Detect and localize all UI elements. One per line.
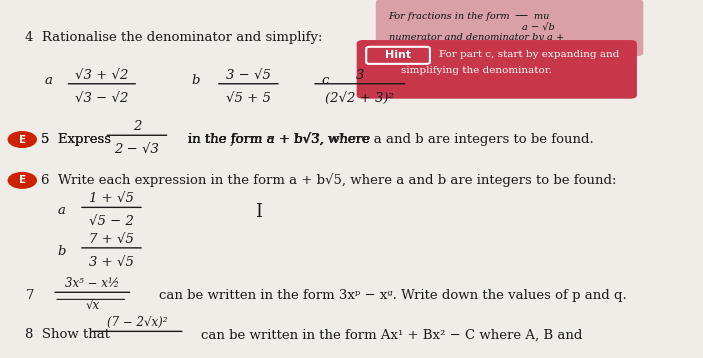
Text: 3 + √5: 3 + √5 <box>89 256 134 269</box>
Circle shape <box>8 132 37 147</box>
Text: 6  Write each expression in the form a + b√5, where a and b are integers to be f: 6 Write each expression in the form a + … <box>41 174 617 187</box>
Text: (2√2 + 3)²: (2√2 + 3)² <box>325 92 394 105</box>
Text: can be written in the form 3xᵖ − xᵍ. Write down the values of p and q.: can be written in the form 3xᵖ − xᵍ. Wri… <box>159 289 627 303</box>
Text: I: I <box>254 203 262 221</box>
Text: √5 − 2: √5 − 2 <box>89 215 134 228</box>
Text: a − √b: a − √b <box>522 22 555 31</box>
Text: simplifying the denominator.: simplifying the denominator. <box>401 66 552 75</box>
Text: 3 − √5: 3 − √5 <box>226 69 271 82</box>
Text: √x: √x <box>85 300 99 313</box>
Text: E: E <box>19 175 26 185</box>
Text: numerator and denominator by a +: numerator and denominator by a + <box>389 33 564 42</box>
Text: √3 − √2: √3 − √2 <box>75 92 129 105</box>
FancyBboxPatch shape <box>366 47 430 64</box>
Text: 1 + √5: 1 + √5 <box>89 192 134 205</box>
Text: a: a <box>58 204 65 217</box>
FancyBboxPatch shape <box>356 40 637 99</box>
Text: 8  Show that: 8 Show that <box>25 328 110 342</box>
Text: 2: 2 <box>133 120 141 133</box>
Text: (7 − 2√x)²: (7 − 2√x)² <box>107 316 167 329</box>
Text: 4  Rationalise the denominator and simplify:: 4 Rationalise the denominator and simpli… <box>25 31 323 44</box>
Text: in the form a + b√3, where: in the form a + b√3, where <box>188 133 370 146</box>
Text: 5  Express: 5 Express <box>41 133 111 146</box>
Text: a: a <box>44 74 53 87</box>
Text: can be written in the form Ax¹ + Bx² − C where A, B and: can be written in the form Ax¹ + Bx² − C… <box>200 328 582 342</box>
Text: c: c <box>322 74 329 87</box>
Text: √3 + √2: √3 + √2 <box>75 69 129 82</box>
FancyBboxPatch shape <box>376 0 643 56</box>
Text: 5  Express: 5 Express <box>41 133 111 146</box>
Circle shape <box>8 173 37 188</box>
Text: For fractions in the form  ──  mu: For fractions in the form ── mu <box>389 12 550 21</box>
Text: b: b <box>191 74 200 87</box>
Text: 2 − √3: 2 − √3 <box>115 143 160 156</box>
Text: Hint: Hint <box>385 50 411 61</box>
Text: For part c, start by expanding and: For part c, start by expanding and <box>439 50 620 59</box>
Text: in the form a + b√3, where: in the form a + b√3, where <box>188 133 369 146</box>
Text: 7 + √5: 7 + √5 <box>89 233 134 246</box>
Text: 3: 3 <box>356 69 364 82</box>
Text: 3x⁵ − x½: 3x⁵ − x½ <box>65 277 120 290</box>
Text: b: b <box>58 245 66 258</box>
Text: E: E <box>19 135 26 145</box>
Text: √5 + 5: √5 + 5 <box>226 92 271 105</box>
Text: 7: 7 <box>25 289 34 303</box>
Text: in the form a + b√3, where a and b are integers to be found.: in the form a + b√3, where a and b are i… <box>188 133 593 146</box>
